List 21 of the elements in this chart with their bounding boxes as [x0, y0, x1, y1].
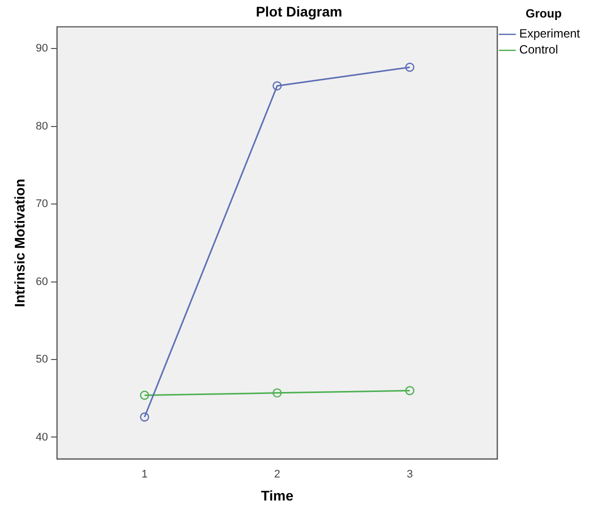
- legend-label: Experiment: [519, 26, 581, 41]
- y-axis-title: Intrinsic Motivation: [11, 178, 28, 308]
- y-tick-label: 80: [36, 120, 48, 132]
- point: [140, 412, 150, 422]
- chart-title: Plot Diagram: [256, 3, 342, 20]
- point: [140, 390, 150, 400]
- point: [405, 62, 414, 72]
- x-tick-label: 1: [141, 468, 148, 481]
- x-tick-label: 3: [406, 468, 413, 481]
- y-tick-label: 70: [36, 198, 48, 210]
- legend-title: Group: [526, 6, 562, 20]
- y-tick-label: 50: [36, 354, 48, 366]
- y-tick-label: 40: [36, 431, 48, 444]
- x-axis-title: Time: [260, 487, 294, 504]
- point: [272, 388, 282, 398]
- legend-label: Control: [519, 42, 558, 57]
- x-tick-label: 2: [274, 468, 280, 481]
- y-tick-label: 60: [36, 276, 48, 288]
- y-tick-label: 90: [36, 42, 48, 55]
- point: [272, 81, 282, 90]
- point: [405, 386, 414, 396]
